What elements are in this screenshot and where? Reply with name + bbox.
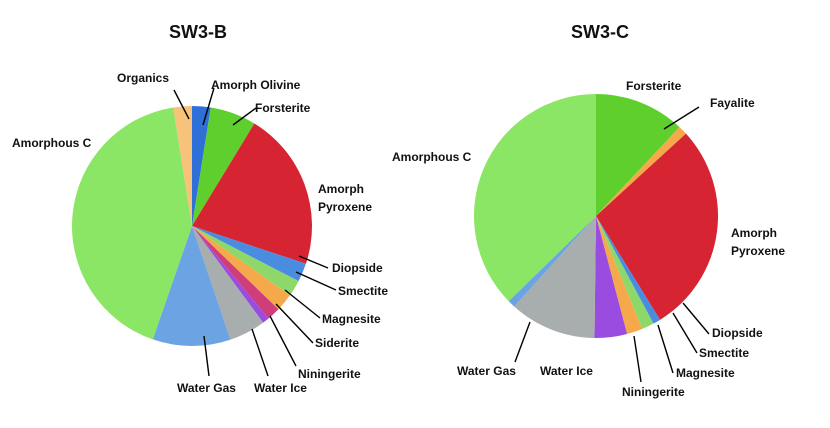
label-amorphous-c-c: Amorphous C [392, 150, 472, 164]
leader-organics [173, 89, 190, 120]
slice-sw3-c-magnesite [596, 216, 643, 334]
label-amorph-olivine: Amorph Olivine [211, 78, 301, 92]
slice-sw3-c-diopside [596, 216, 661, 324]
label-diopside-c: Diopside [712, 326, 763, 340]
label-amorph-pyroxene-line2: Pyroxene [318, 200, 372, 214]
slice-sw3-b-amorph-pyroxene [192, 123, 312, 264]
label-magnesite: Magnesite [322, 312, 381, 326]
label-niningerite: Niningerite [298, 367, 361, 381]
pie-sw3-b [71, 106, 312, 347]
label-amorphous-c: Amorphous C [12, 136, 92, 150]
label-water-ice: Water Ice [254, 381, 307, 395]
leader-magnesite [284, 289, 321, 319]
slice-sw3-b-magnesite [192, 226, 290, 310]
leader-niningerite-c [633, 335, 642, 383]
slice-sw3-b-smectite [192, 226, 299, 296]
leader-siderite [275, 303, 314, 344]
slice-sw3-b-water-ice [192, 226, 264, 340]
leader-water-gas-c [514, 321, 531, 363]
leader-magnesite-c [657, 324, 674, 374]
slice-sw3-c-amorphous-c [474, 94, 596, 302]
label-forsterite-c: Forsterite [626, 79, 682, 93]
label-magnesite-c: Magnesite [676, 366, 735, 380]
label-diopside: Diopside [332, 261, 383, 275]
label-smectite-c: Smectite [699, 346, 749, 360]
leader-lines-sw3-c [514, 106, 710, 383]
label-organics: Organics [117, 71, 169, 85]
leader-smectite-c [672, 312, 698, 354]
slice-sw3-b-organics [173, 106, 192, 226]
leader-fayalite [663, 106, 700, 130]
labels-sw3-c: Forsterite Fayalite Amorphous C Amorph P… [392, 79, 785, 399]
chart-title-sw3-b: SW3-B [169, 22, 227, 42]
leader-amorph-olivine [202, 87, 215, 126]
leader-diopside-c [682, 302, 710, 335]
slice-sw3-b-siderite [192, 226, 279, 319]
slice-sw3-b-niningerite [192, 226, 269, 323]
labels-sw3-b: Organics Amorph Olivine Forsterite Amorp… [12, 71, 388, 395]
leader-smectite [295, 271, 337, 291]
label-water-gas: Water Gas [177, 381, 236, 395]
label-smectite: Smectite [338, 284, 388, 298]
label-water-gas-c: Water Gas [457, 364, 516, 378]
label-forsterite: Forsterite [255, 101, 311, 115]
chart-title-sw3-c: SW3-C [571, 22, 629, 42]
slice-sw3-c-smectite [596, 216, 654, 329]
label-amorph-pyroxene-c-line2: Pyroxene [731, 244, 785, 258]
slice-sw3-c-niningerite [594, 216, 628, 338]
slice-sw3-c-forsterite [596, 94, 680, 216]
slice-sw3-c-water-gas [508, 216, 596, 307]
leader-niningerite [269, 315, 297, 367]
slice-sw3-c-water-ice [514, 216, 596, 338]
label-fayalite-c: Fayalite [710, 96, 755, 110]
slice-sw3-b-amorphous-c [71, 107, 192, 340]
label-niningerite-c: Niningerite [622, 385, 685, 399]
pie-sw3-c [474, 94, 719, 338]
slice-sw3-c-fayalite [596, 127, 686, 216]
slice-sw3-c-amorph-pyroxene [596, 133, 719, 320]
slice-sw3-b-diopside [192, 226, 306, 282]
label-amorph-pyroxene-c-line1: Amorph [731, 226, 777, 240]
leader-forsterite [232, 107, 257, 126]
label-water-ice-c: Water Ice [540, 364, 593, 378]
slice-sw3-b-amorph-olivine [192, 106, 211, 226]
label-siderite: Siderite [315, 336, 359, 350]
leader-water-gas [203, 335, 210, 377]
label-amorph-pyroxene-line1: Amorph [318, 182, 364, 196]
slice-sw3-b-water-gas [152, 226, 231, 347]
leader-diopside [298, 255, 329, 269]
leader-lines-sw3-b [173, 87, 337, 377]
leader-water-ice [251, 328, 269, 377]
slice-sw3-b-forsterite [192, 107, 255, 226]
